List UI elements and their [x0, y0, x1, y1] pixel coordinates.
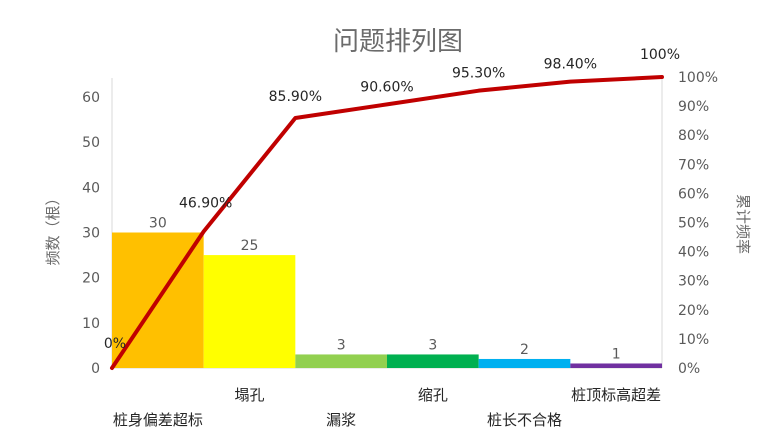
cumulative-percent-label: 100%: [640, 47, 680, 63]
cumulative-percent-label: 0%: [104, 336, 126, 352]
x-category-label: 漏浆: [326, 411, 356, 429]
bar: [295, 354, 387, 368]
y-tick-label: 30: [82, 226, 100, 242]
bar: [387, 354, 479, 368]
y2-tick-label: 20%: [678, 303, 709, 319]
y2-tick-label: 80%: [678, 128, 709, 144]
x-category-label: 缩孔: [418, 386, 448, 404]
y-tick-label: 0: [91, 361, 100, 377]
cumulative-percent-label: 46.90%: [179, 196, 232, 212]
cumulative-percent-label: 90.60%: [360, 79, 413, 95]
y2-tick-label: 10%: [678, 332, 709, 348]
cumulative-percent-label: 98.40%: [544, 57, 597, 73]
y2-tick-label: 50%: [678, 216, 709, 232]
x-category-label: 塌孔: [234, 386, 264, 404]
x-category-label: 桩身偏差超标: [113, 411, 203, 429]
y-tick-label: 50: [82, 135, 100, 151]
cumulative-percent-label: 85.90%: [269, 89, 322, 105]
bar-value-label: 3: [337, 337, 346, 353]
y2-tick-label: 0%: [678, 361, 700, 377]
y2-tick-label: 30%: [678, 274, 709, 290]
y-tick-label: 60: [82, 90, 100, 106]
y2-tick-label: 60%: [678, 186, 709, 202]
y-tick-label: 10: [82, 316, 100, 332]
bar-value-label: 1: [612, 346, 621, 362]
bar: [203, 255, 296, 368]
y2-tick-label: 70%: [678, 157, 709, 173]
bar-value-label: 25: [241, 238, 259, 254]
bar: [478, 358, 571, 368]
x-category-label: 桩长不合格: [487, 411, 562, 429]
y2-tick-label: 90%: [678, 99, 709, 115]
y-tick-label: 40: [82, 180, 100, 196]
y2-tick-label: 100%: [678, 70, 718, 86]
y-axis-title: 频数（根）: [44, 190, 62, 265]
y2-axis-title: 累计频率: [734, 194, 752, 254]
chart-title: 问题排列图: [333, 27, 463, 57]
y-tick-label: 20: [82, 271, 100, 287]
bar: [570, 363, 662, 368]
bar-value-label: 3: [428, 337, 437, 353]
cumulative-percent-label: 95.30%: [452, 66, 505, 82]
cumulative-line: [110, 75, 664, 370]
y2-tick-label: 40%: [678, 245, 709, 261]
x-category-label: 桩顶标高超差: [571, 386, 661, 404]
bar-value-label: 2: [520, 342, 529, 358]
bar-value-label: 30: [149, 216, 167, 232]
